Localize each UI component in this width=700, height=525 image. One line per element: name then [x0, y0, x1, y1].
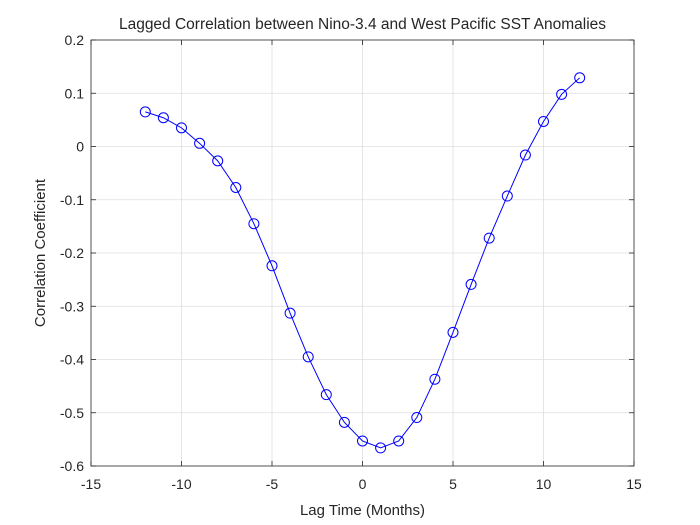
y-tick-label: -0.5	[60, 405, 84, 421]
data-point-marker	[248, 218, 260, 230]
data-point-marker	[429, 373, 441, 385]
data-point-marker	[302, 351, 314, 363]
x-tick-label: 5	[449, 476, 457, 492]
data-point-marker	[320, 389, 332, 401]
data-point-marker	[212, 155, 224, 167]
data-point-marker	[357, 435, 368, 447]
data-point-marker	[139, 106, 151, 118]
grid	[91, 40, 634, 466]
data-point-marker	[338, 416, 350, 428]
data-point-marker	[194, 137, 206, 149]
x-tick-label: 0	[359, 476, 367, 492]
y-tick-label: 0	[76, 139, 84, 155]
y-tick-label: -0.3	[60, 298, 84, 314]
y-axis-label: Correlation Coefficient	[32, 178, 49, 327]
x-tick-label: -10	[171, 476, 191, 492]
data-point-marker	[230, 182, 242, 194]
ticks: -15 -10 -5 0 5 10 15 -0.6 -0.5 -0.4 -0.3 -0.2 -0.1 0 0…	[60, 32, 642, 492]
data-point-marker	[574, 72, 586, 84]
y-tick-label: -0.2	[60, 245, 84, 261]
series-layer	[139, 72, 586, 454]
x-tick-label: -15	[81, 476, 101, 492]
y-tick-label: -0.1	[60, 192, 84, 208]
y-tick-label: 0.1	[65, 85, 85, 101]
x-tick-label: -5	[266, 476, 279, 492]
data-point-marker	[157, 112, 169, 124]
data-point-marker	[483, 232, 495, 244]
data-point-marker	[266, 260, 278, 272]
data-point-marker	[393, 435, 405, 447]
chart-title: Lagged Correlation between Nino-3.4 and …	[119, 16, 606, 33]
data-point-marker	[411, 412, 423, 424]
data-point-marker	[556, 88, 568, 100]
x-axis-label: Lag Time (Months)	[300, 502, 425, 519]
data-point-marker	[375, 442, 387, 454]
data-point-marker	[465, 278, 477, 290]
x-tick-label: 10	[536, 476, 552, 492]
data-point-marker	[284, 307, 296, 319]
data-point-marker	[538, 115, 549, 127]
data-point-marker	[501, 190, 513, 202]
series-line	[145, 77, 581, 449]
y-tick-label: -0.4	[60, 352, 84, 368]
data-point-marker	[447, 326, 459, 338]
y-tick-label: -0.6	[60, 458, 84, 474]
y-tick-label: 0.2	[65, 32, 85, 48]
data-point-marker	[176, 122, 187, 134]
x-tick-label: 15	[626, 476, 642, 492]
data-point-marker	[519, 149, 531, 161]
